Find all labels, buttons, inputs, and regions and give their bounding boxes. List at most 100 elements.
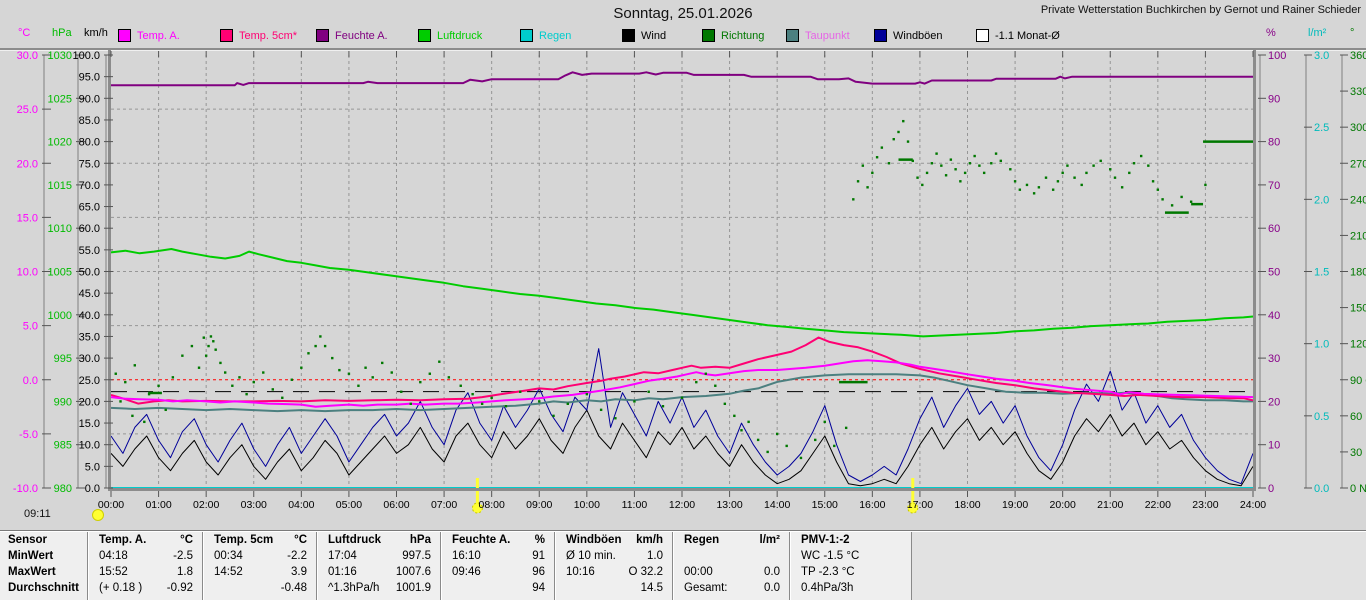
table-cell-value: -2.5 xyxy=(173,550,193,562)
tick-label-deg: 210 xyxy=(1350,230,1366,242)
richtung-dot xyxy=(799,456,803,460)
legend-swatch-taupunkt xyxy=(786,29,799,42)
richtung-dot xyxy=(133,364,136,367)
richtung-dot xyxy=(695,380,698,384)
table-col-sensor: Sensor MinWert MaxWert Durchschnitt xyxy=(0,532,88,600)
tick-label-hpa: 1025 xyxy=(48,93,72,105)
richtung-dot xyxy=(347,372,351,375)
x-tick-label: 10:00 xyxy=(574,499,600,511)
table-cell: 14.5 xyxy=(555,580,672,596)
tick-label-pct: 90 xyxy=(1268,93,1280,105)
series-tempa xyxy=(110,359,1254,408)
richtung-dot xyxy=(1161,198,1164,201)
richtung-dot xyxy=(994,152,998,155)
richtung-dot xyxy=(157,384,160,387)
table-cell-time: Ø 10 min. xyxy=(566,550,616,562)
richtung-dot xyxy=(381,361,384,365)
tick-label-kmh: 80.0 xyxy=(79,137,100,149)
richtung-dot xyxy=(861,164,865,167)
legend-swatch-feuchte-a xyxy=(316,29,329,42)
tick-label-deg: 60 xyxy=(1350,411,1362,423)
richtung-dot xyxy=(566,402,569,406)
table-cell-value: 0.0 xyxy=(764,566,780,578)
tick-label-deg: 90 O xyxy=(1350,375,1366,387)
richtung-dot xyxy=(785,444,788,448)
tick-label-kmh: 10.0 xyxy=(79,440,100,452)
x-tick-label: 14:00 xyxy=(764,499,790,511)
x-tick-label: 22:00 xyxy=(1145,499,1171,511)
richtung-dot xyxy=(319,335,322,338)
richtung-dot xyxy=(633,400,636,403)
series-luftdruck xyxy=(110,248,1254,338)
richtung-dot xyxy=(906,140,910,143)
statistics-table: Sensor MinWert MaxWert Durchschnitt Temp. A.… xyxy=(0,530,1366,600)
richtung-dot xyxy=(447,376,451,379)
table-cell-time: 14:52 xyxy=(214,566,243,578)
table-cell-time: 15:52 xyxy=(99,566,128,578)
table-cell-value: -0.92 xyxy=(166,582,193,594)
richtung-dot xyxy=(245,392,248,396)
richtung-dot xyxy=(1151,180,1155,183)
table-col-header: Feuchte A.% xyxy=(452,534,545,546)
legend-swatch-richtung xyxy=(702,29,715,42)
richtung-dot xyxy=(714,384,717,387)
x-tick-label: 05:00 xyxy=(336,499,362,511)
legend-swatch-windboeen xyxy=(874,29,887,42)
table-col-header: Temp. A. °C xyxy=(99,534,193,546)
table-cell-time: 09:46 xyxy=(452,566,481,578)
table-cell-time: (+ 0.18 ) xyxy=(99,582,143,594)
richtung-dot xyxy=(271,388,274,391)
plot-bottom-border xyxy=(108,488,1256,491)
tick-label-temp: 20.0 xyxy=(17,158,38,170)
richtung-dot xyxy=(181,354,184,357)
table-cell-value: 3.9 xyxy=(291,566,307,578)
x-tick-label: 03:00 xyxy=(241,499,267,511)
richtung-dot xyxy=(314,344,317,348)
table-cell-value: 1001.9 xyxy=(395,582,431,594)
richtung-dot xyxy=(875,156,879,159)
table-cell xyxy=(673,548,789,564)
table-row-header-1: MaxWert xyxy=(8,566,56,578)
x-tick-label: 17:00 xyxy=(907,499,933,511)
richtung-dot xyxy=(331,356,334,360)
richtung-dot xyxy=(207,344,210,348)
table-cell-time: 01:16 xyxy=(328,566,357,578)
richtung-dot xyxy=(364,366,367,369)
table-row-header-0: MinWert xyxy=(8,550,54,562)
richtung-dot xyxy=(1099,159,1102,163)
legend-swatch-regen xyxy=(520,29,533,42)
richtung-dot xyxy=(723,402,727,406)
richtung-dot xyxy=(1066,164,1069,167)
richtung-dot xyxy=(164,408,167,412)
richtung-dot xyxy=(357,384,360,387)
richtung-dot xyxy=(866,186,869,189)
richtung-dot xyxy=(459,384,462,387)
richtung-dot xyxy=(1009,168,1012,171)
legend-item-regen: Regen xyxy=(520,29,571,42)
richtung-dot xyxy=(419,380,422,384)
richtung-dot xyxy=(930,162,934,165)
table-cell: 00:34 -2.2 xyxy=(203,548,316,564)
tick-label-temp: 10.0 xyxy=(17,267,38,279)
axis-header-degrees: ° xyxy=(1350,27,1355,39)
tick-label-kmh: 50.0 xyxy=(79,267,100,279)
table-col-6: PMV-1:-2 WC -1.5 °C TP -2.3 °C 0.4hPa/3h xyxy=(790,532,912,600)
richtung-dot xyxy=(119,400,122,403)
tick-label-pct: 100 xyxy=(1268,50,1286,62)
tick-label-kmh: 30.0 xyxy=(79,353,100,365)
tick-label-kmh: 75.0 xyxy=(79,158,100,170)
x-tick-label: 04:00 xyxy=(288,499,314,511)
richtung-dot xyxy=(940,164,943,167)
table-cell: 04:18 -2.5 xyxy=(88,548,202,564)
richtung-dot xyxy=(219,361,222,365)
table-cell-value: 0.0 xyxy=(764,582,780,594)
richtung-dot xyxy=(1170,204,1174,207)
richtung-dot xyxy=(733,414,736,418)
richtung-dot xyxy=(1013,180,1017,183)
x-tick-label: 08:00 xyxy=(479,499,505,511)
tick-label-deg: 150 xyxy=(1350,303,1366,315)
tick-label-hpa: 1020 xyxy=(48,137,72,149)
richtung-dot xyxy=(409,402,412,406)
legend-swatch-monat xyxy=(976,29,989,42)
